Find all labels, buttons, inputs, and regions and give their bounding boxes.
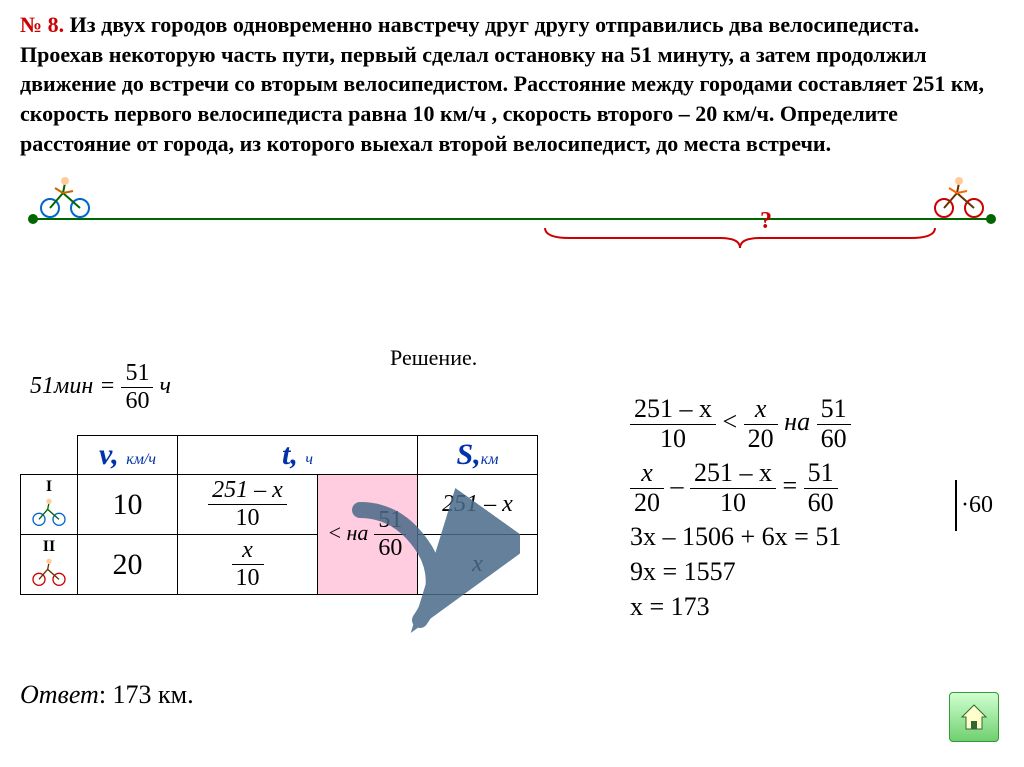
multiply-both-sides: ·60 (955, 480, 993, 531)
time-conversion: 51мин = 51 60 ч (30, 360, 171, 415)
cyclist-1-small-icon (29, 496, 69, 526)
question-mark: ? (760, 208, 772, 235)
problem-number: № 8. (20, 12, 64, 37)
cyclist-1-icon (35, 173, 95, 218)
table-row-2: II 20 x10 x (21, 535, 538, 595)
col-t: t, ч (178, 436, 418, 475)
time-fraction: 51 60 (121, 360, 153, 415)
brace-icon (540, 223, 940, 248)
eq-step4: 9x = 1557 (630, 558, 851, 587)
cyclist-2-small-icon (29, 556, 69, 586)
home-button[interactable] (949, 692, 999, 742)
table-row-1: I 10 251 – x10 < на 5160 251 – x (21, 475, 538, 535)
solution-equations: 251 – x10 < x20 на 5160 x20 – 251 – x10 … (630, 395, 851, 627)
eq-inequality: 251 – x10 < x20 на 5160 (630, 395, 851, 453)
distance-line (30, 218, 994, 220)
cyclist-2-icon (929, 173, 989, 218)
answer-line: Ответ: 173 км. (20, 680, 194, 710)
eq-step3: 3x – 1506 + 6x = 51 (630, 523, 851, 552)
solution-heading: Решение. (390, 345, 477, 371)
eq-main: x20 – 251 – x10 = 5160 (630, 459, 851, 517)
col-v: v, км/ч (78, 436, 178, 475)
compare-cell: < на 5160 (318, 475, 418, 595)
problem-body: Из двух городов одновременно навстречу д… (20, 12, 984, 156)
eq-result: x = 173 (630, 593, 851, 622)
table-header-row: v, км/ч t, ч S,км (21, 436, 538, 475)
home-icon (958, 701, 990, 733)
problem-statement: № 8. Из двух городов одновременно навстр… (20, 10, 1004, 158)
col-s: S,км (418, 436, 538, 475)
data-table: v, км/ч t, ч S,км I 10 251 – x10 < на 51… (20, 435, 538, 595)
distance-diagram: ? (20, 173, 1004, 243)
